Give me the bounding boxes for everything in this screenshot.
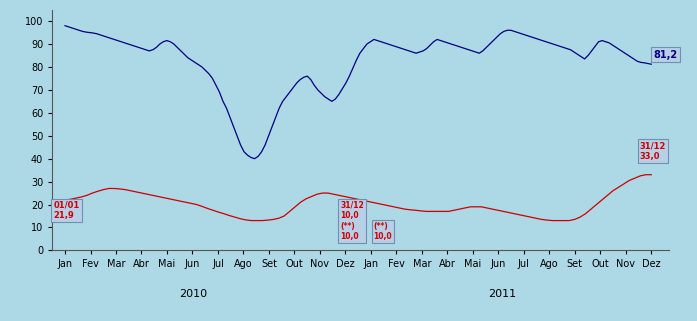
Text: 31/12
10,0
(**)
10,0: 31/12 10,0 (**) 10,0 [340,201,364,241]
Text: 2010: 2010 [180,289,208,299]
Text: 31/12
33,0: 31/12 33,0 [640,141,666,161]
Text: (**)
10,0: (**) 10,0 [374,221,392,241]
Text: 2011: 2011 [488,289,516,299]
Text: 81,2: 81,2 [654,50,678,60]
Text: 01/01
21,9: 01/01 21,9 [54,201,79,220]
